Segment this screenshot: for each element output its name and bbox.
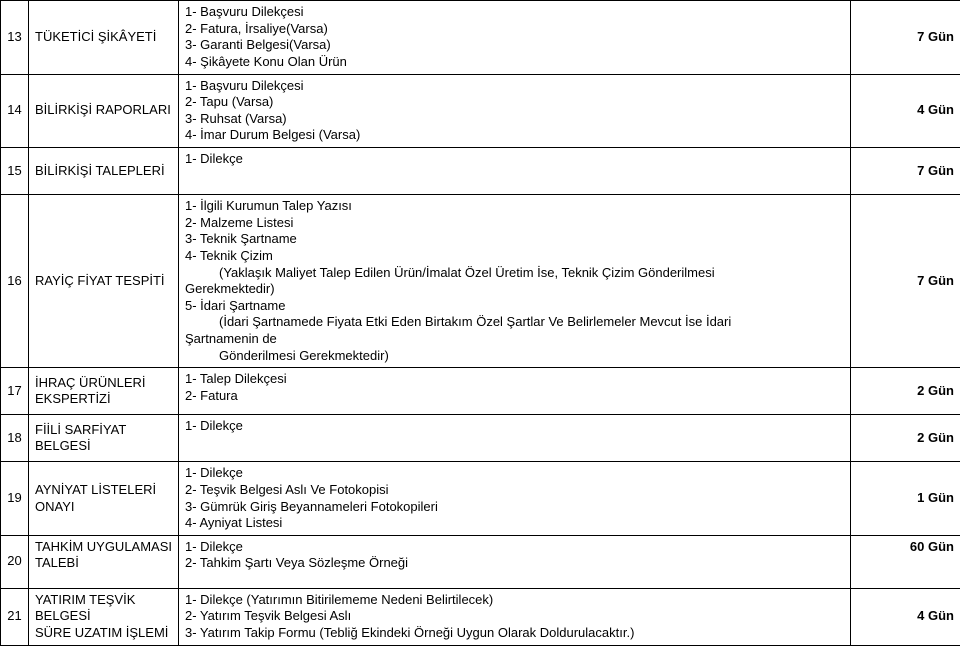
required-documents: 1- İlgili Kurumun Talep Yazısı 2- Malzem… — [179, 195, 851, 368]
doc-line: 2- Malzeme Listesi — [185, 215, 844, 232]
required-documents: 1- Başvuru Dilekçesi 2- Tapu (Varsa) 3- … — [179, 74, 851, 148]
row-number: 18 — [1, 415, 29, 462]
doc-line: 4- Şikâyete Konu Olan Ürün — [185, 54, 844, 71]
required-documents: 1- Dilekçe 2- Teşvik Belgesi Aslı Ve Fot… — [179, 462, 851, 536]
doc-line: 3- Garanti Belgesi(Varsa) — [185, 37, 844, 54]
service-name: BİLİRKİŞİ RAPORLARI — [29, 74, 179, 148]
service-name: AYNİYAT LİSTELERİ ONAYI — [29, 462, 179, 536]
doc-line: 4- Ayniyat Listesi — [185, 515, 844, 532]
table-row: 21 YATIRIM TEŞVİK BELGESİ SÜRE UZATIM İŞ… — [1, 588, 960, 645]
table-row: 14 BİLİRKİŞİ RAPORLARI 1- Başvuru Dilekç… — [1, 74, 960, 148]
duration: 7 Gün — [851, 1, 960, 75]
doc-line: 2- Yatırım Teşvik Belgesi Aslı — [185, 608, 844, 625]
doc-line: 3- Ruhsat (Varsa) — [185, 111, 844, 128]
row-number: 14 — [1, 74, 29, 148]
duration: 2 Gün — [851, 415, 960, 462]
required-documents: 1- Dilekçe — [179, 148, 851, 195]
doc-line: 1- Talep Dilekçesi — [185, 371, 844, 388]
doc-line: 2- Teşvik Belgesi Aslı Ve Fotokopisi — [185, 482, 844, 499]
row-number: 21 — [1, 588, 29, 645]
page: 13 TÜKETİCİ ŞİKÂYETİ 1- Başvuru Dilekçes… — [0, 0, 960, 627]
service-name: RAYİÇ FİYAT TESPİTİ — [29, 195, 179, 368]
required-documents: 1- Dilekçe (Yatırımın Bitirilememe Neden… — [179, 588, 851, 645]
table-row: 13 TÜKETİCİ ŞİKÂYETİ 1- Başvuru Dilekçes… — [1, 1, 960, 75]
row-number: 19 — [1, 462, 29, 536]
doc-line: 5- İdari Şartname — [185, 298, 844, 315]
doc-line: 2- Fatura — [185, 388, 844, 405]
doc-line: 1- Dilekçe — [185, 418, 844, 435]
doc-line: 2- Fatura, İrsaliye(Varsa) — [185, 21, 844, 38]
doc-line: 3- Teknik Şartname — [185, 231, 844, 248]
doc-note: Şartnamenin de — [185, 331, 844, 348]
required-documents: 1- Dilekçe 2- Tahkim Şartı Veya Sözleşme… — [179, 535, 851, 588]
duration: 7 Gün — [851, 148, 960, 195]
duration: 2 Gün — [851, 368, 960, 415]
row-number: 15 — [1, 148, 29, 195]
doc-line: 4- İmar Durum Belgesi (Varsa) — [185, 127, 844, 144]
doc-line: 2- Tapu (Varsa) — [185, 94, 844, 111]
duration: 4 Gün — [851, 588, 960, 645]
doc-line: 3- Yatırım Takip Formu (Tebliğ Ekindeki … — [185, 625, 844, 642]
doc-line: 2- Tahkim Şartı Veya Sözleşme Örneği — [185, 555, 844, 572]
table-row: 15 BİLİRKİŞİ TALEPLERİ 1- Dilekçe 7 Gün — [1, 148, 960, 195]
doc-line: 1- İlgili Kurumun Talep Yazısı — [185, 198, 844, 215]
doc-line: 1- Başvuru Dilekçesi — [185, 4, 844, 21]
row-number: 17 — [1, 368, 29, 415]
service-name: TAHKİM UYGULAMASI TALEBİ — [29, 535, 179, 588]
service-name: TÜKETİCİ ŞİKÂYETİ — [29, 1, 179, 75]
duration: 7 Gün — [851, 195, 960, 368]
doc-line: 1- Dilekçe — [185, 151, 844, 168]
table-row: 16 RAYİÇ FİYAT TESPİTİ 1- İlgili Kurumun… — [1, 195, 960, 368]
doc-line: 3- Gümrük Giriş Beyannameleri Fotokopile… — [185, 499, 844, 516]
duration: 60 Gün — [851, 535, 960, 588]
doc-line: 1- Başvuru Dilekçesi — [185, 78, 844, 95]
required-documents: 1- Talep Dilekçesi 2- Fatura — [179, 368, 851, 415]
services-table: 13 TÜKETİCİ ŞİKÂYETİ 1- Başvuru Dilekçes… — [0, 0, 960, 646]
required-documents: 1- Başvuru Dilekçesi 2- Fatura, İrsaliye… — [179, 1, 851, 75]
row-number: 16 — [1, 195, 29, 368]
row-number: 20 — [1, 535, 29, 588]
row-number: 13 — [1, 1, 29, 75]
table-row: 19 AYNİYAT LİSTELERİ ONAYI 1- Dilekçe 2-… — [1, 462, 960, 536]
doc-note: (İdari Şartnamede Fiyata Etki Eden Birta… — [185, 314, 844, 331]
service-name: FİİLİ SARFİYAT BELGESİ — [29, 415, 179, 462]
doc-note: Gönderilmesi Gerekmektedir) — [185, 348, 844, 365]
doc-note: Gerekmektedir) — [185, 281, 844, 298]
table-row: 18 FİİLİ SARFİYAT BELGESİ 1- Dilekçe 2 G… — [1, 415, 960, 462]
doc-note: (Yaklaşık Maliyet Talep Edilen Ürün/İmal… — [185, 265, 844, 282]
duration: 1 Gün — [851, 462, 960, 536]
required-documents: 1- Dilekçe — [179, 415, 851, 462]
service-name: BİLİRKİŞİ TALEPLERİ — [29, 148, 179, 195]
doc-line: 4- Teknik Çizim — [185, 248, 844, 265]
service-name: İHRAÇ ÜRÜNLERİ EKSPERTİZİ — [29, 368, 179, 415]
table-row: 20 TAHKİM UYGULAMASI TALEBİ 1- Dilekçe 2… — [1, 535, 960, 588]
doc-line: 1- Dilekçe — [185, 539, 844, 556]
duration: 4 Gün — [851, 74, 960, 148]
service-name: YATIRIM TEŞVİK BELGESİ SÜRE UZATIM İŞLEM… — [29, 588, 179, 645]
table-row: 17 İHRAÇ ÜRÜNLERİ EKSPERTİZİ 1- Talep Di… — [1, 368, 960, 415]
doc-line: 1- Dilekçe — [185, 465, 844, 482]
doc-line: 1- Dilekçe (Yatırımın Bitirilememe Neden… — [185, 592, 844, 609]
